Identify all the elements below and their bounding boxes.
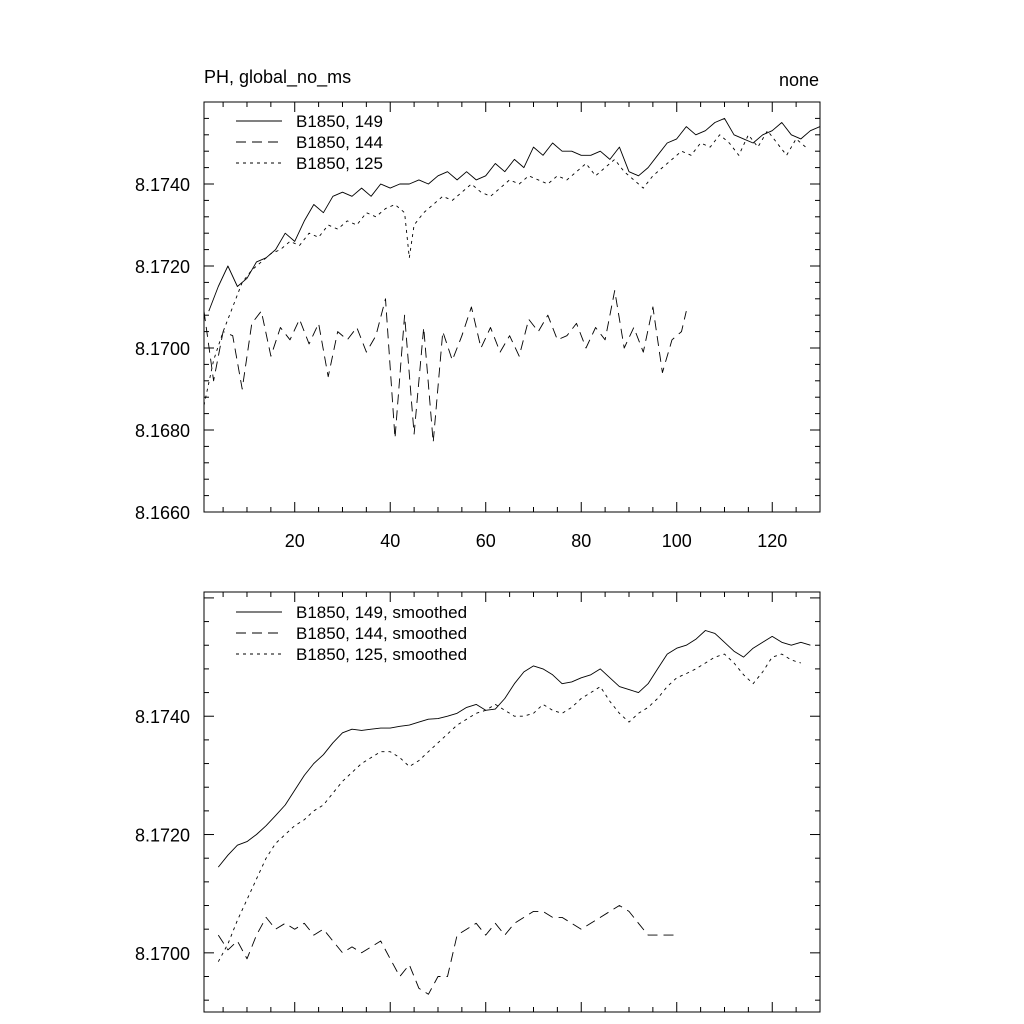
- series-line: [217, 653, 802, 962]
- series-line: [203, 290, 687, 443]
- legend-label: B1850, 144, smoothed: [296, 624, 467, 643]
- legend-label: B1850, 125: [296, 154, 383, 173]
- x-tick-label: 40: [380, 531, 400, 551]
- legend-label: B1850, 149, smoothed: [296, 603, 467, 622]
- y-tick-label: 8.1700: [135, 339, 190, 359]
- bottom-legend: B1850, 149, smoothed B1850, 144, smoothed…: [236, 603, 467, 664]
- bottom-series-group: [217, 630, 811, 995]
- y-tick-label: 8.1720: [135, 826, 190, 846]
- series-line: [208, 117, 821, 312]
- top-plot-frame: [203, 101, 821, 513]
- y-tick-label: 8.1720: [135, 257, 190, 277]
- bottom-plot-frame: [203, 591, 821, 1013]
- x-tick-label: 20: [285, 531, 305, 551]
- y-tick-label: 8.1680: [135, 421, 190, 441]
- series-line: [217, 905, 677, 995]
- y-tick-label: 8.1700: [135, 944, 190, 964]
- legend-label: B1850, 125, smoothed: [296, 645, 467, 664]
- panel-title-left: PH, global_no_ms: [204, 67, 351, 88]
- y-tick-label: 8.1740: [135, 707, 190, 727]
- x-tick-label: 60: [476, 531, 496, 551]
- top-legend: B1850, 149 B1850, 144 B1850, 125: [236, 112, 383, 173]
- top-axis-ticks: 20 40 60 80 100 120 8.1660 8.1680 8.1700 8.1720 8.…: [135, 101, 821, 551]
- series-line: [217, 630, 811, 868]
- x-tick-label: 100: [662, 531, 692, 551]
- legend-label: B1850, 144: [296, 133, 383, 152]
- top-series-group: [203, 117, 821, 443]
- y-tick-label: 8.1740: [135, 175, 190, 195]
- panel-top: PH, global_no_ms none 20 40 60 80 100 120 8.16…: [135, 67, 821, 551]
- legend-label: B1850, 149: [296, 112, 383, 131]
- bottom-axis-ticks: 8.1700 8.1720 8.1740: [135, 592, 821, 1012]
- series-line: [203, 130, 806, 406]
- x-tick-label: 80: [571, 531, 591, 551]
- y-tick-label: 8.1660: [135, 503, 190, 523]
- panel-title-right: none: [779, 70, 819, 90]
- x-tick-label: 120: [757, 531, 787, 551]
